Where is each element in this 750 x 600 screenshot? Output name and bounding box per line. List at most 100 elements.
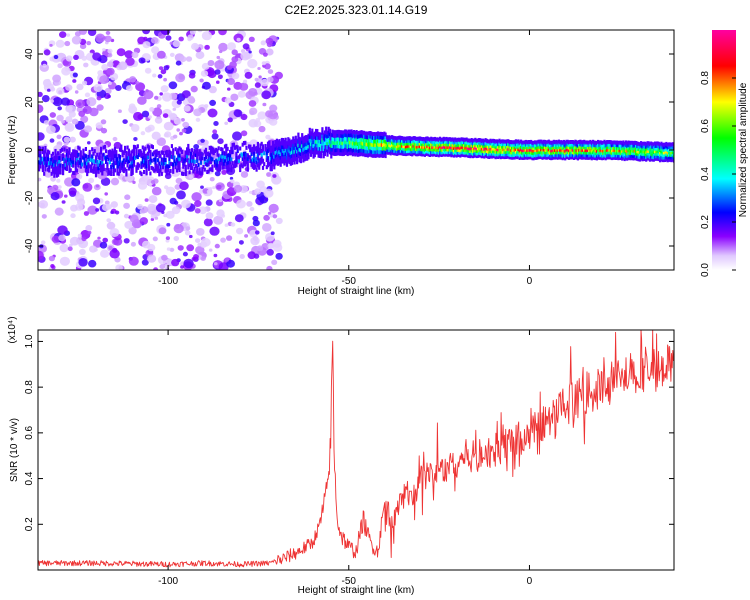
spectrogram-band-cell xyxy=(600,156,603,161)
spectrogram-band-cell xyxy=(469,154,472,159)
spectrogram-band-cell xyxy=(84,154,87,159)
spectrogram-band-cell xyxy=(398,135,401,140)
spectrogram-band-cell xyxy=(94,158,98,163)
spectrogram-band-cell xyxy=(463,147,466,152)
spectrogram-band-cell xyxy=(651,155,654,159)
spectrogram-band-cell xyxy=(500,152,504,157)
spectrogram-band-cell xyxy=(421,139,424,144)
spectrogram-band-cell xyxy=(221,162,224,167)
spectrogram-band-cell xyxy=(105,160,108,164)
spectrogram-band-cell xyxy=(260,149,263,153)
spectrogram-band-cell xyxy=(433,144,437,149)
spectrogram-band-cell xyxy=(342,130,345,135)
spectrogram-noise-cell xyxy=(110,210,114,214)
spectrogram-band-cell xyxy=(412,143,415,148)
colorbar: 0.00.20.40.60.8 Normalized spectral ampl… xyxy=(700,30,749,277)
spectrogram-band-cell xyxy=(380,153,383,158)
spectrogram-band-cell xyxy=(487,144,490,149)
spectrogram-band-cell xyxy=(417,149,420,154)
spectrogram-band-cell xyxy=(269,163,272,168)
spectrogram-band-cell xyxy=(100,146,103,151)
spectrogram-noise-cell xyxy=(169,247,175,252)
spectrogram-band-cell xyxy=(116,164,119,169)
spectrogram-band-cell xyxy=(50,161,53,165)
spectrogram-band-cell xyxy=(441,145,444,150)
spectrogram-band-cell xyxy=(187,151,190,156)
spectrogram-band-cell xyxy=(96,167,99,172)
spectrogram-band-cell xyxy=(409,136,412,141)
spectrogram-band-cell xyxy=(392,145,395,150)
spectrogram-band-cell xyxy=(614,156,617,160)
spectrogram-band-cell xyxy=(590,146,593,151)
spectrogram-band-cell xyxy=(556,148,559,153)
spectrogram-band-cell xyxy=(473,146,476,151)
spectrogram-band-cell xyxy=(168,164,171,169)
spectrogram-band-cell xyxy=(451,139,454,144)
spectrogram-band-cell xyxy=(574,142,577,147)
spectrogram-band-cell xyxy=(576,153,579,158)
spectrogram-band-cell xyxy=(385,142,388,147)
spectrogram-band-cell xyxy=(315,143,318,148)
spectrogram-band-cell xyxy=(494,147,497,152)
spectrogram-band-cell xyxy=(426,151,429,156)
spectrogram-band-cell xyxy=(341,134,344,139)
spectrogram-band-cell xyxy=(655,151,658,156)
spectrogram-band-cell xyxy=(298,144,301,148)
spectrogram-band-cell xyxy=(464,140,467,145)
spectrogram-band-cell xyxy=(88,153,91,158)
spectrogram-band-cell xyxy=(350,143,353,148)
spectrogram-x-label: Height of straight line (km) xyxy=(298,286,415,297)
spectrogram-band-cell xyxy=(54,152,57,157)
spectrogram-band-cell xyxy=(508,147,511,152)
spectrogram-band-cell xyxy=(328,139,332,144)
spectrogram-band-cell xyxy=(413,151,416,156)
spectrogram-band-cell xyxy=(556,140,559,145)
spectrogram-band-cell xyxy=(521,143,524,148)
spectrogram-band-cell xyxy=(621,146,624,151)
spectrogram-band-cell xyxy=(408,148,411,153)
spectrogram-noise-cell xyxy=(236,37,241,42)
spectrogram-band-cell xyxy=(227,156,230,161)
spectrogram-band-cell xyxy=(432,137,435,142)
spectrogram-band-cell xyxy=(58,170,61,175)
spectrogram-band-cell xyxy=(422,144,425,149)
spectrogram-band-cell xyxy=(428,140,431,145)
spectrogram-noise-cell xyxy=(224,97,232,104)
spectrogram-band-cell xyxy=(536,155,539,160)
spectrogram-band-cell xyxy=(292,136,295,141)
spectrogram-band-cell xyxy=(311,135,314,140)
spectrogram-band-cell xyxy=(321,127,324,132)
spectrogram-band-cell xyxy=(609,150,612,155)
spectrogram-band-cell xyxy=(667,145,671,149)
spectrogram-band-cell xyxy=(334,151,337,156)
spectrogram-band-cell xyxy=(270,167,273,172)
spectrogram-band-cell xyxy=(485,146,488,151)
spectrogram-band-cell xyxy=(375,135,378,140)
spectrogram-band-cell xyxy=(390,147,394,152)
spectrogram-band-cell xyxy=(72,156,75,161)
spectrogram-band-cell xyxy=(470,138,473,142)
spectrogram-band-cell xyxy=(480,141,483,146)
spectrogram-band-cell xyxy=(317,132,320,137)
spectrogram-band-cell xyxy=(312,151,315,155)
spectrogram-band-cell xyxy=(188,170,191,175)
spectrogram-band-cell xyxy=(546,155,549,160)
spectrogram-band-cell xyxy=(82,148,85,153)
spectrogram-band-cell xyxy=(402,144,405,149)
spectrogram-band-cell xyxy=(531,145,534,150)
spectrogram-band-cell xyxy=(361,134,364,139)
spectrogram-band-cell xyxy=(638,149,641,154)
spectrogram-band-cell xyxy=(70,159,74,164)
spectrogram-band-cell xyxy=(124,145,127,150)
spectrogram-band-cell xyxy=(303,139,306,144)
spectrogram-band-cell xyxy=(499,150,502,155)
spectrogram-noise-cell xyxy=(140,131,146,136)
spectrogram-band-cell xyxy=(191,148,194,153)
spectrogram-band-cell xyxy=(288,138,291,143)
spectrogram-band-cell xyxy=(73,149,76,154)
spectrogram-band-cell xyxy=(332,133,335,138)
spectrogram-noise-cell xyxy=(101,203,110,212)
spectrogram-band-cell xyxy=(461,147,464,152)
spectrogram-noise-cell xyxy=(160,69,167,75)
spectrogram-band-cell xyxy=(316,136,319,141)
